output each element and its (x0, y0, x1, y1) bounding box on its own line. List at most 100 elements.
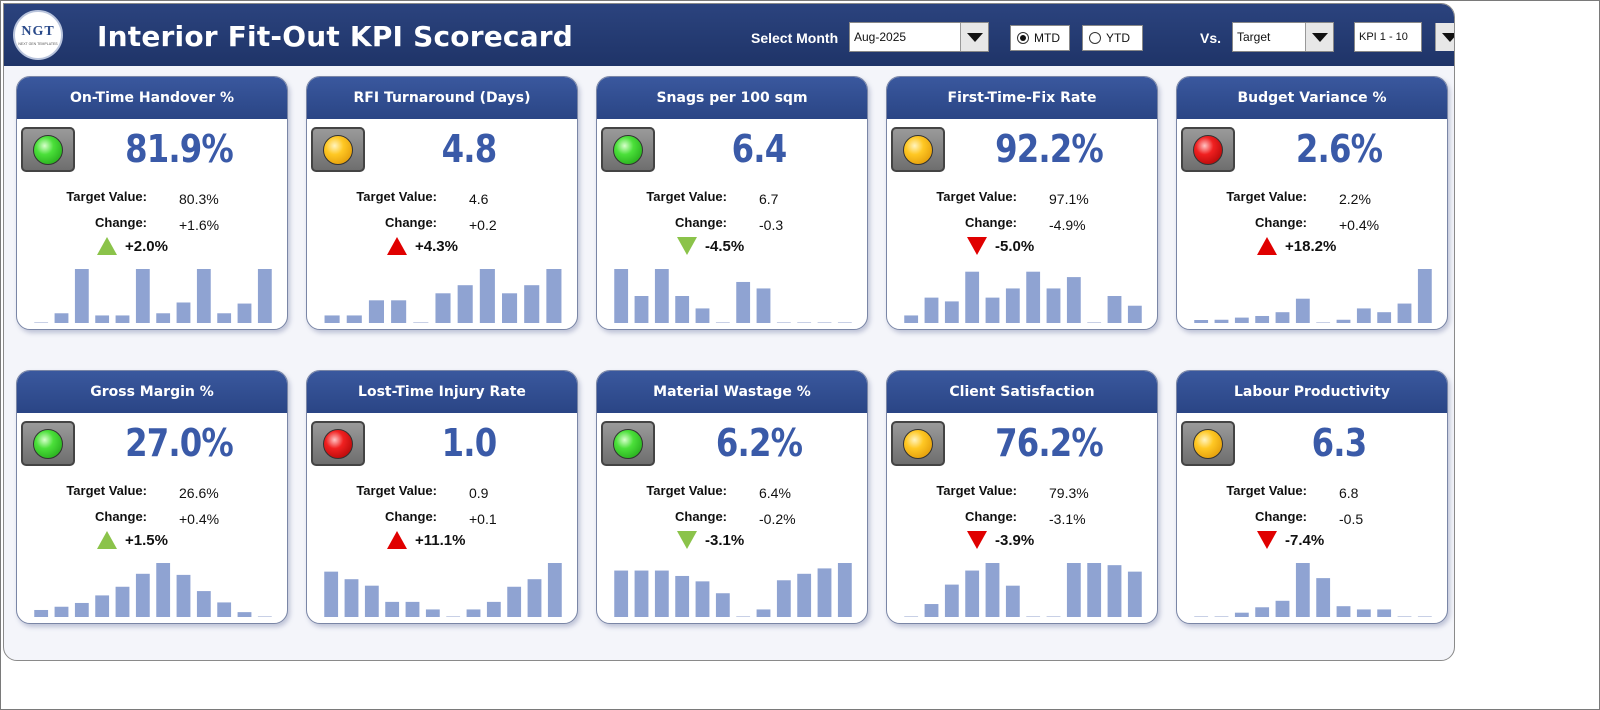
status-bulb (33, 134, 63, 165)
trend-bar (634, 296, 649, 323)
trend-bar-empty (904, 616, 919, 617)
trend-bar (196, 591, 211, 617)
trend-bar (74, 269, 89, 323)
trend-bar (54, 313, 69, 323)
trend-bar-empty (797, 322, 812, 323)
target-value-label: Target Value: (646, 483, 727, 498)
trend-arrow-icon (677, 531, 697, 549)
trend-bar (391, 300, 407, 323)
traffic-light-icon (1181, 127, 1235, 172)
compare-dropdown-button[interactable] (1305, 23, 1333, 51)
change-value: -3.1% (1049, 511, 1086, 527)
traffic-light-icon (21, 127, 75, 172)
trend-bar-chart (614, 563, 852, 617)
change-value: -0.2% (759, 511, 796, 527)
kpi-range-dropdown[interactable]: KPI 1 - 10 (1354, 22, 1454, 52)
trend-bar (34, 609, 49, 617)
kpi-range-dropdown-button[interactable] (1435, 23, 1454, 51)
trend-bar-empty (413, 322, 429, 323)
mtd-radio[interactable]: MTD (1010, 25, 1070, 51)
target-value-label: Target Value: (936, 483, 1017, 498)
change-label: Change: (1255, 509, 1307, 524)
trend-bar (364, 585, 379, 617)
trend-bar (1356, 308, 1371, 323)
change-value: +0.4% (179, 511, 220, 527)
trend-bar (486, 601, 501, 617)
delta-indicator: +18.2% (1257, 237, 1407, 255)
trend-bar-chart (1194, 563, 1432, 617)
trend-bar (115, 315, 130, 323)
kpi-actual-value: 6.2% (715, 421, 803, 465)
status-bulb (613, 428, 643, 459)
trend-arrow-icon (387, 531, 407, 549)
traffic-light-icon (1181, 421, 1235, 466)
traffic-light-icon (311, 421, 365, 466)
trend-bar (985, 297, 1000, 323)
trend-bar (1275, 600, 1290, 617)
trend-bar-empty (736, 616, 751, 617)
trend-bar (176, 302, 191, 323)
trend-bar (457, 285, 473, 323)
month-dropdown[interactable]: Aug-2025 (849, 22, 989, 52)
trend-bar (1377, 609, 1392, 617)
compare-dropdown[interactable]: Target (1232, 22, 1334, 52)
trend-bar (237, 303, 252, 323)
trend-bar (385, 601, 400, 617)
trend-arrow-icon (677, 237, 697, 255)
kpi-card-title: First-Time-Fix Rate (887, 77, 1157, 119)
trend-arrow-icon (1257, 237, 1277, 255)
trend-bar (1275, 312, 1290, 323)
trend-bar (547, 563, 562, 617)
kpi-actual-value: 6.4 (731, 127, 788, 171)
traffic-light-icon (311, 127, 365, 172)
target-value: 6.8 (1339, 485, 1359, 501)
header-bar: NGT NEXT GEN TEMPLATES Interior Fit-Out … (4, 4, 1454, 66)
trend-bar (614, 269, 629, 323)
trend-bar (257, 269, 272, 323)
trend-bar-chart (904, 563, 1142, 617)
delta-percent: -3.1% (705, 531, 745, 549)
change-value: -0.5 (1339, 511, 1364, 527)
trend-bar (1336, 319, 1351, 323)
change-label: Change: (95, 215, 147, 230)
trend-bar-empty (837, 322, 852, 323)
trend-bar-empty (446, 616, 461, 617)
kpi-card-title: Material Wastage % (597, 371, 867, 413)
trend-bar-empty (817, 322, 832, 323)
trend-bar (1214, 319, 1229, 323)
ytd-radio[interactable]: YTD (1082, 25, 1143, 51)
trend-bar (614, 570, 629, 617)
mtd-label: MTD (1034, 31, 1060, 45)
status-bulb (903, 428, 933, 459)
status-bulb (33, 428, 63, 459)
radio-unselected-icon (1089, 32, 1101, 44)
trend-bar-chart (904, 271, 1142, 323)
trend-bar (95, 315, 110, 323)
trend-bar (837, 563, 852, 617)
trend-bar (324, 315, 340, 323)
target-value-label: Target Value: (1226, 483, 1307, 498)
trend-bar (904, 315, 919, 323)
trend-arrow-icon (967, 237, 987, 255)
status-bulb (323, 134, 353, 165)
month-dropdown-button[interactable] (960, 23, 988, 51)
change-value: +0.4% (1339, 217, 1380, 233)
trend-bar (1397, 303, 1412, 323)
logo: NGT NEXT GEN TEMPLATES (13, 10, 63, 60)
trend-bar (176, 574, 191, 617)
target-value: 0.9 (469, 485, 489, 501)
trend-bar (54, 606, 69, 617)
kpi-card: RFI Turnaround (Days) 4.8 Target Value: … (306, 76, 578, 330)
trend-bar (1377, 312, 1392, 323)
trend-bar (1107, 296, 1122, 323)
status-bulb (903, 134, 933, 165)
delta-indicator: +4.3% (387, 237, 537, 255)
delta-indicator: +1.5% (97, 531, 247, 549)
change-label: Change: (675, 509, 727, 524)
trend-bar (95, 595, 110, 617)
kpi-actual-value: 81.9% (125, 127, 234, 171)
target-value: 6.4% (759, 485, 791, 501)
delta-indicator: -4.5% (677, 237, 827, 255)
trend-bar (1336, 606, 1351, 617)
trend-bar (217, 602, 232, 617)
